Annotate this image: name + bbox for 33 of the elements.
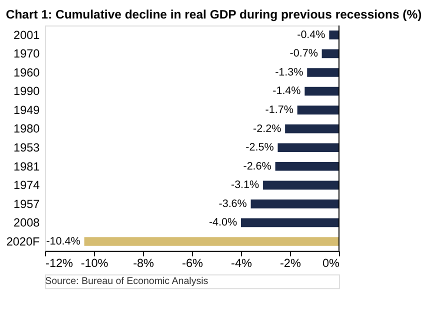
data-label: -2.5% xyxy=(246,142,274,154)
x-tick-label: -8% xyxy=(133,257,155,270)
y-tick-label: 1990 xyxy=(14,85,40,98)
y-tick-label: 1960 xyxy=(14,66,40,80)
x-tick-label: 0% xyxy=(322,257,340,270)
source-note: Source: Bureau of Economic Analysis xyxy=(45,276,208,288)
data-label: -3.6% xyxy=(218,198,248,210)
y-tick-label: 1949 xyxy=(14,104,40,117)
chart-title: Chart 1: Cumulative decline in real GDP during previous recessions (%) xyxy=(6,8,422,22)
data-label: -2.2% xyxy=(253,122,282,135)
data-label: -0.4% xyxy=(297,28,326,41)
data-label: -3.1% xyxy=(230,179,260,192)
y-tick-label: 1974 xyxy=(14,179,40,192)
y-tick-label: 1980 xyxy=(14,122,40,136)
y-tick-label: 1957 xyxy=(14,198,40,211)
data-label: -1.4% xyxy=(272,85,302,98)
data-label: -0.7% xyxy=(290,48,318,60)
data-label: -2.6% xyxy=(243,160,272,172)
data-label: -4.0% xyxy=(208,216,238,229)
y-tick-label: 1953 xyxy=(14,142,40,155)
x-tick-label: -6% xyxy=(182,257,204,270)
y-tick-label: 2001 xyxy=(14,28,40,42)
data-label: -10.4% xyxy=(46,235,81,248)
x-tick-label: -10% xyxy=(80,257,109,270)
x-tick-label: -12% xyxy=(46,257,74,270)
y-tick-label: 2008 xyxy=(14,216,40,230)
x-tick-label: -2% xyxy=(280,257,302,270)
y-tick-label: 2020F xyxy=(6,235,40,248)
y-tick-label: 1981 xyxy=(14,160,40,174)
x-tick-label: -4% xyxy=(231,257,252,270)
data-label: -1.3% xyxy=(275,66,304,78)
data-label: -1.7% xyxy=(265,104,294,116)
y-tick-label: 1970 xyxy=(14,48,40,61)
